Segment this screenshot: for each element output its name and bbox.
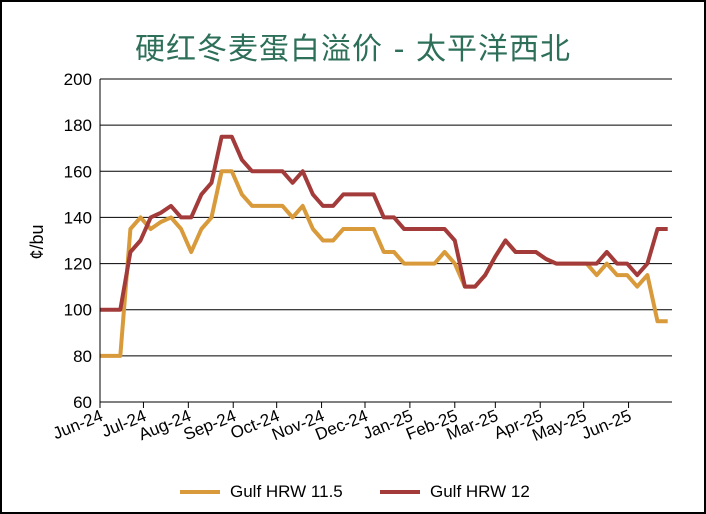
y-axis-label: ¢/bu bbox=[27, 224, 47, 259]
legend-item-gulf-hrw-11-5: Gulf HRW 11.5 bbox=[180, 482, 343, 502]
x-tick-labels: Jun-24Jul-24Aug-24Sep-24Oct-24Nov-24Dec-… bbox=[50, 402, 634, 445]
legend-swatch-gulf-hrw-11-5 bbox=[180, 490, 220, 494]
legend-label-gulf-hrw-12: Gulf HRW 12 bbox=[430, 482, 530, 501]
y-tick-label: 120 bbox=[64, 255, 92, 274]
legend-label-gulf-hrw-11-5: Gulf HRW 11.5 bbox=[230, 482, 343, 501]
axes bbox=[99, 79, 672, 403]
y-tick-label: 60 bbox=[73, 393, 92, 412]
legend-swatch-gulf-hrw-12 bbox=[380, 490, 420, 494]
series-lines bbox=[100, 134, 668, 358]
y-tick-label: 80 bbox=[73, 347, 92, 366]
y-tick-label: 140 bbox=[64, 208, 92, 227]
y-tick-label: 200 bbox=[64, 70, 92, 89]
series-line-1 bbox=[100, 134, 668, 312]
y-tick-label: 180 bbox=[64, 116, 92, 135]
x-tick-label: Jun-25 bbox=[579, 406, 634, 443]
chart-title: 硬红冬麦蛋白溢价 - 太平洋西北 bbox=[135, 32, 571, 67]
y-tick-label: 160 bbox=[64, 162, 92, 181]
y-tick-labels: 60 80 100 120 140 160 180 200 bbox=[64, 70, 92, 412]
legend-item-gulf-hrw-12: Gulf HRW 12 bbox=[380, 482, 530, 502]
y-tick-label: 100 bbox=[64, 301, 92, 320]
